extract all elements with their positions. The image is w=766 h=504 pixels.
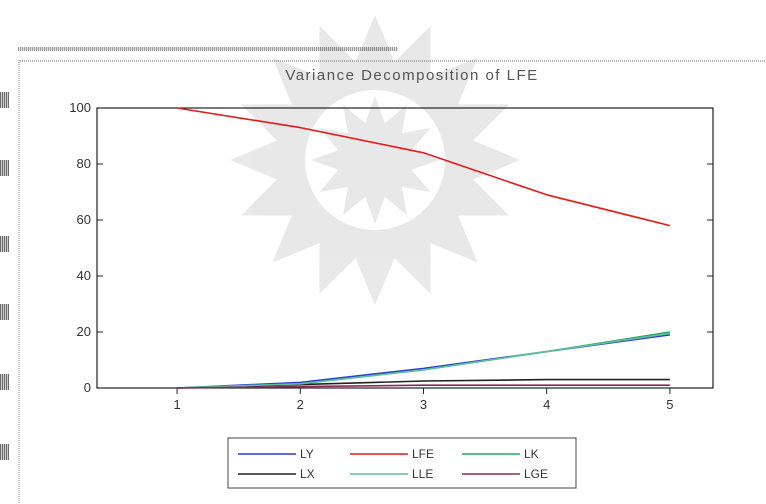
frame-left-border	[18, 60, 20, 504]
watermark-emblem	[230, 15, 520, 305]
y-tick-label: 0	[84, 380, 91, 395]
legend-label-ly: LY	[300, 447, 314, 461]
chart-title: Variance Decomposition of LFE	[285, 67, 538, 84]
y-tick-label: 40	[77, 268, 91, 283]
y-tick-label: 80	[77, 156, 91, 171]
x-tick-label: 4	[543, 397, 550, 412]
legend-label-lk: LK	[524, 447, 539, 461]
margin-mark	[0, 160, 9, 176]
series-line-lfe	[176, 107, 671, 227]
margin-mark	[0, 236, 9, 252]
y-axis: 0 20 40 60 80 100	[69, 100, 713, 395]
plot-area	[96, 107, 714, 389]
watermark-ring	[305, 90, 445, 230]
legend-label-lle: LLE	[412, 467, 433, 481]
x-tick-label: 1	[173, 397, 180, 412]
page-rule	[18, 47, 398, 51]
series-line-lle	[177, 332, 671, 389]
x-tick-label: 3	[420, 397, 427, 412]
series-lines	[176, 107, 671, 389]
watermark-star	[230, 15, 520, 305]
y-tick-label: 20	[77, 324, 91, 339]
legend-label-lfe: LFE	[412, 447, 434, 461]
margin-mark	[0, 92, 9, 108]
margin-mark	[0, 444, 9, 460]
margin-mark	[0, 374, 9, 390]
y-tick-label: 60	[77, 212, 91, 227]
watermark-inner-star	[311, 96, 439, 224]
x-tick-label: 5	[666, 397, 673, 412]
x-tick-label: 2	[297, 397, 304, 412]
legend-label-lx: LX	[300, 467, 315, 481]
legend-box	[227, 437, 577, 489]
series-line-lge	[177, 384, 670, 389]
frame-top-border	[18, 60, 766, 62]
legend-label-lge: LGE	[524, 467, 548, 481]
x-axis: 1 2 3 4 5	[173, 388, 673, 412]
margin-mark	[0, 304, 9, 320]
legend: LY LFE LK LX LLE LGE	[227, 437, 577, 489]
y-tick-label: 100	[69, 100, 91, 115]
